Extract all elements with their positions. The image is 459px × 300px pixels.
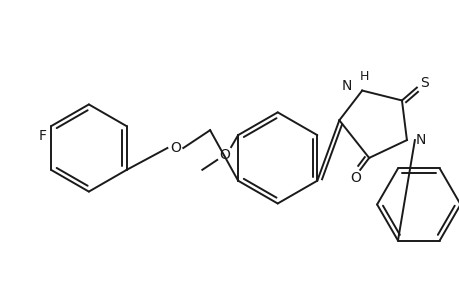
Text: N: N: [341, 79, 352, 93]
Text: N: N: [415, 133, 425, 147]
Text: O: O: [218, 148, 229, 162]
Text: F: F: [39, 129, 47, 143]
Text: S: S: [420, 76, 428, 90]
Text: O: O: [349, 171, 360, 185]
Text: O: O: [169, 141, 180, 155]
Text: H: H: [359, 70, 368, 83]
